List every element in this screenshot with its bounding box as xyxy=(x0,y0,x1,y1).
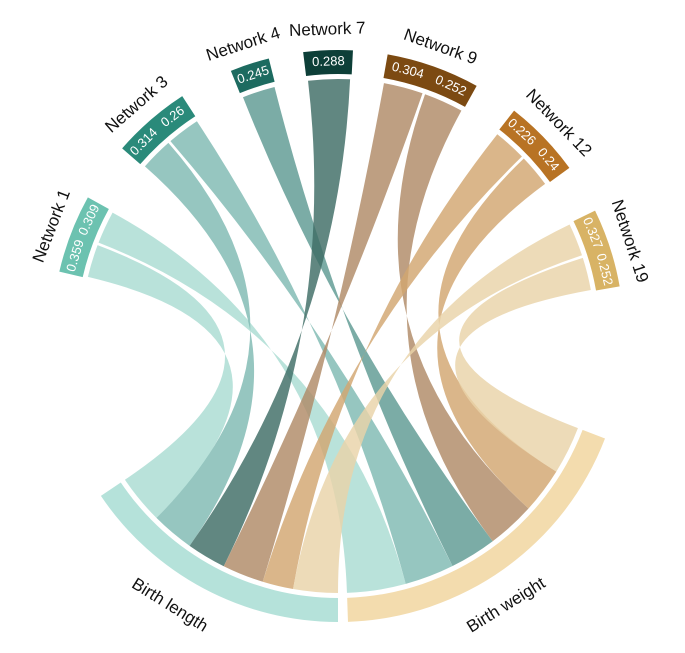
arc-network-9 xyxy=(383,54,477,107)
arc-birth-weight xyxy=(347,429,606,622)
arc-birth-length xyxy=(100,482,338,622)
ribbon-network-9-birth-length xyxy=(223,83,423,582)
ribbon-network-1-birth-length xyxy=(87,245,233,518)
arc-network-12 xyxy=(499,110,570,183)
ribbon-network-1-birth-weight xyxy=(98,212,406,593)
arc-network-1 xyxy=(59,197,109,278)
ribbon-network-9-birth-weight xyxy=(397,94,529,542)
network-label-network-4: Network 4 xyxy=(204,23,283,65)
arc-network-3 xyxy=(122,96,196,165)
arc-network-19 xyxy=(573,210,620,291)
ribbon-network-19-birth-weight xyxy=(455,257,591,472)
arc-network-7 xyxy=(303,50,353,76)
ribbons-layer xyxy=(87,78,591,593)
ribbon-network-4-birth-weight xyxy=(242,86,493,567)
ribbon-network-3-birth-length xyxy=(144,142,255,546)
network-label-network-7: Network 7 xyxy=(289,18,366,40)
value-label-network-7-birth-length: 0.288 xyxy=(312,53,345,69)
ribbon-network-12-birth-weight xyxy=(437,158,557,509)
ribbon-network-3-birth-weight xyxy=(170,121,453,584)
ribbon-network-19-birth-length xyxy=(293,224,583,593)
arc-network-4 xyxy=(230,58,275,94)
ribbon-network-12-birth-length xyxy=(262,134,522,590)
ribbon-network-7-birth-length xyxy=(189,78,351,567)
arcs-layer xyxy=(59,50,620,622)
